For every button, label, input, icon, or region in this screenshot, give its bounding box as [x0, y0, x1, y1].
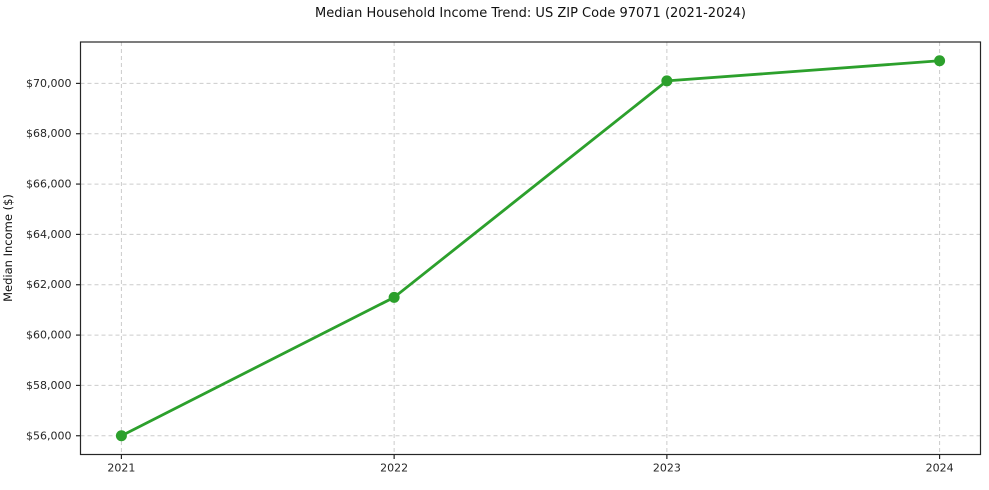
y-tick-label: $66,000 [26, 178, 72, 191]
x-tick-label: 2024 [926, 462, 954, 475]
data-point [934, 55, 946, 67]
plot-border [79, 41, 982, 456]
axes-background [80, 42, 981, 455]
data-point [388, 291, 400, 303]
x-tick-label: 2021 [107, 462, 135, 475]
y-tick-label: $56,000 [26, 429, 72, 442]
y-axis-label: Median Income ($) [1, 194, 15, 302]
y-tick-label: $62,000 [26, 278, 72, 291]
data-point [115, 430, 127, 442]
income-trend-line [120, 59, 941, 438]
y-tick-label: $64,000 [26, 228, 72, 241]
y-tick-label: $60,000 [26, 329, 72, 342]
data-point [661, 75, 673, 87]
chart-title: Median Household Income Trend: US ZIP Co… [315, 6, 746, 21]
y-tick-label: $70,000 [26, 77, 72, 90]
y-tick-label: $68,000 [26, 127, 72, 140]
y-tick-label: $58,000 [26, 379, 72, 392]
x-tick-label: 2023 [653, 462, 681, 475]
x-tick-label: 2022 [380, 462, 408, 475]
